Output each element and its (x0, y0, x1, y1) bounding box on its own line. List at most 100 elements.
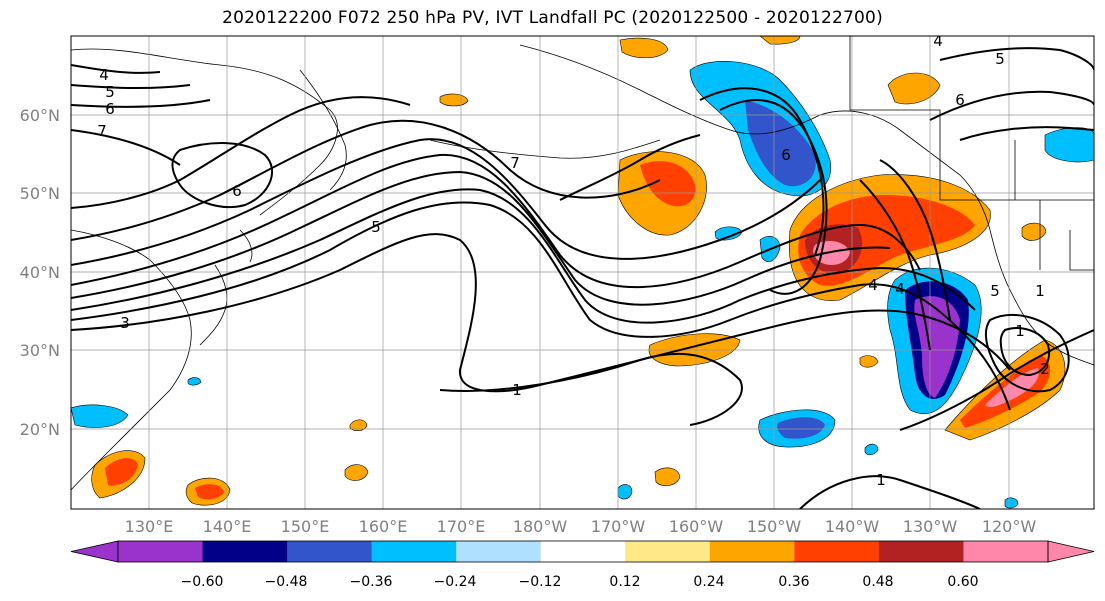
lon-label: 160°E (359, 517, 408, 536)
pv-contour-5 (71, 138, 821, 266)
coast-hokkaido (239, 229, 253, 263)
contour-label: 4 (99, 66, 109, 84)
longitude-labels: 130°E 140°E 150°E 160°E 170°E 180°W 170°… (125, 517, 1037, 536)
pv-contour-north-5 (71, 84, 191, 90)
colorbar-tick-label: 0.12 (609, 574, 640, 590)
contour-label: 5 (995, 50, 1005, 68)
pv-contour-tropical-1 (439, 352, 743, 426)
lon-label: 150°W (747, 517, 802, 536)
lon-label: 140°E (203, 517, 252, 536)
contour-label: 5 (371, 218, 381, 236)
lon-label: 120°W (982, 517, 1037, 536)
lon-label: 170°E (437, 517, 486, 536)
negative-anomaly-tiny-3 (187, 377, 202, 386)
pv-contour-6 (71, 119, 661, 241)
contour-label: 1 (1035, 282, 1045, 300)
negative-anomaly-tiny-4 (617, 484, 633, 500)
colorbar-frame (117, 540, 1049, 563)
colorbar-segment (625, 541, 711, 562)
lat-label: 30°N (20, 341, 60, 360)
coast-siberia (71, 48, 338, 216)
colorbar-segment (456, 541, 542, 562)
map-title: 2020122200 F072 250 hPa PV, IVT Landfall… (222, 8, 883, 28)
colorbar-ticks: −0.60 −0.48 −0.36 −0.24 −0.12 0.12 0.24 … (181, 574, 979, 590)
colorbar-extend-high (1047, 540, 1095, 563)
coast-alaska (519, 44, 1094, 366)
colorbar-extend-low (70, 540, 119, 563)
negative-anomaly-gulf-alaska-core (745, 100, 816, 187)
pv-contour-3 (71, 170, 891, 306)
colorbar-tick-label: −0.60 (181, 574, 224, 590)
contour-label: 7 (97, 122, 107, 140)
negative-anomaly-west-small (71, 404, 129, 428)
negative-anomaly-canada (1044, 127, 1094, 163)
colorbar-tick-label: 0.60 (947, 574, 978, 590)
lon-label: 170°W (591, 517, 646, 536)
colorbar-segment (963, 541, 1049, 562)
state-border (1069, 230, 1094, 271)
pv-contour-low (799, 475, 981, 509)
colorbar (70, 540, 1095, 563)
colorbar-segment (794, 541, 880, 562)
colorbar-tick-label: −0.24 (434, 574, 477, 590)
pv-contour-south (71, 233, 1011, 393)
contour-label: 1 (512, 381, 522, 399)
lon-label: 130°E (125, 517, 174, 536)
pv-contour-alaska-6 (719, 99, 828, 295)
contour-label: 4 (895, 280, 905, 298)
colorbar-segment (709, 541, 795, 562)
coast-east-asia (71, 229, 192, 491)
contour-labels: 4 5 6 7 6 5 7 6 4 1 1 4 5 6 3 1 5 1 2 4 (97, 36, 1050, 489)
contour-label: 6 (955, 91, 965, 109)
pv-contour-california-loop (984, 314, 1070, 393)
pv-contour-north-4 (71, 64, 161, 74)
negative-anomaly-hawaii-core (777, 417, 825, 439)
negative-anomaly-tiny-6 (1004, 497, 1019, 509)
colorbar-tick-label: −0.48 (265, 574, 308, 590)
contour-label: 4 (868, 276, 878, 294)
pv-contour-north-7 (71, 129, 181, 166)
colorbar-segment (878, 541, 964, 562)
coastlines (71, 44, 1094, 491)
contour-label: 6 (232, 182, 242, 200)
pv-contour-north-6 (71, 99, 211, 108)
contour-label: 3 (120, 314, 130, 332)
contour-label: 6 (781, 146, 791, 164)
colorbar-tick-label: −0.36 (350, 574, 393, 590)
pv-contour-pacific-7 (559, 134, 701, 201)
contour-label: 5 (990, 282, 1000, 300)
latitude-labels: 60°N 50°N 40°N 30°N 20°N (20, 106, 60, 439)
positive-anomaly-tiny-1 (349, 419, 368, 431)
positive-anomaly-baja-max (985, 368, 1039, 408)
positive-anomaly-tiny-4 (859, 355, 879, 368)
contour-label: 1 (876, 471, 886, 489)
pv-contour-northeast-2 (929, 90, 1094, 121)
lat-label: 60°N (20, 106, 60, 125)
positive-anomaly-tiny-2 (344, 464, 369, 481)
positive-anomaly-canada (887, 72, 941, 105)
shaded-anomalies (71, 36, 1094, 509)
colorbar-segment (118, 541, 204, 562)
colorbar-segment (287, 541, 373, 562)
coast-kamchatka (299, 69, 347, 191)
canada-border (849, 36, 1094, 201)
pv-contour-alaska-7 (699, 87, 825, 256)
colorbar-segment (371, 541, 457, 562)
pv-contour-1-north (71, 201, 1011, 411)
coast-aleutians (429, 139, 661, 159)
colorbar-tick-label: −0.12 (519, 574, 562, 590)
positive-anomaly-arctic (619, 37, 669, 59)
pv-contours (71, 47, 1094, 509)
pv-contour-gulf-1 (879, 159, 951, 321)
pv-contour-california-loop-2 (999, 327, 1050, 377)
lon-label: 180°W (513, 517, 568, 536)
coast-japan (199, 264, 228, 346)
contour-label: 5 (105, 83, 115, 101)
colorbar-tick-label: 0.36 (778, 574, 809, 590)
lat-label: 20°N (20, 420, 60, 439)
colorbar-segment (202, 541, 288, 562)
lat-label: 50°N (20, 184, 60, 203)
lon-label: 150°E (281, 517, 330, 536)
pv-contour-northeast-3 (959, 126, 1094, 141)
